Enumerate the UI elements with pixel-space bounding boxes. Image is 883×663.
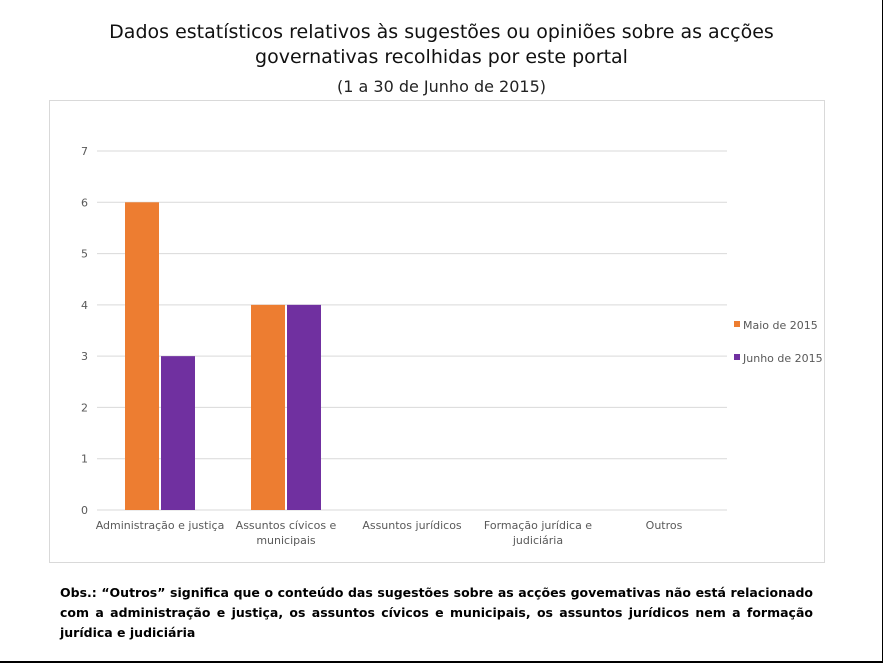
x-tick-label-line: judiciária (512, 534, 563, 547)
bar-series1-cat1 (125, 202, 159, 511)
legend-label-2: Junho de 2015 (742, 352, 823, 365)
legend-swatch-1 (734, 321, 740, 327)
footnote: Obs.: “Outros” significa que o conteúdo … (60, 585, 813, 640)
y-tick-label-1: 1 (81, 453, 88, 466)
x-tick-label-1: Administração e justiça (96, 519, 225, 532)
bar-series2-cat1 (161, 356, 195, 510)
chart-title-line-1: Dados estatísticos relativos às sugestõe… (109, 21, 774, 43)
x-tick-label-5: Outros (646, 519, 683, 532)
x-tick-label-line: Outros (646, 519, 683, 532)
bar-series1-cat2 (251, 304, 285, 510)
x-tick-label-3: Assuntos jurídicos (362, 519, 462, 532)
x-tick-label-line: Formação jurídica e (484, 519, 592, 532)
legend-swatch-2 (734, 354, 740, 360)
bar-series2-cat2 (287, 304, 321, 510)
y-tick-label-0: 0 (81, 504, 88, 517)
y-tick-label-4: 4 (81, 299, 88, 312)
x-tick-label-line: municipais (256, 534, 316, 547)
chart-title-line-2: governativas recolhidas por este portal (255, 46, 628, 68)
chart-subtitle: (1 a 30 de Junho de 2015) (337, 77, 546, 96)
legend-label-1: Maio de 2015 (743, 319, 818, 332)
y-tick-label-5: 5 (81, 248, 88, 261)
y-tick-label-7: 7 (81, 145, 88, 158)
y-tick-label-3: 3 (81, 350, 88, 363)
x-tick-label-2: Assuntos cívicos e municipais (236, 519, 337, 547)
chart-title: Dados estatísticos relativos às sugestõe… (0, 20, 883, 70)
y-tick-label-2: 2 (81, 401, 88, 414)
x-tick-label-line: Assuntos cívicos e (236, 519, 337, 532)
x-tick-label-line: Assuntos jurídicos (362, 519, 462, 532)
x-tick-label-line: Administração e justiça (96, 519, 225, 532)
y-tick-label-6: 6 (81, 196, 88, 209)
x-tick-label-4: Formação jurídica e judiciária (484, 519, 592, 547)
